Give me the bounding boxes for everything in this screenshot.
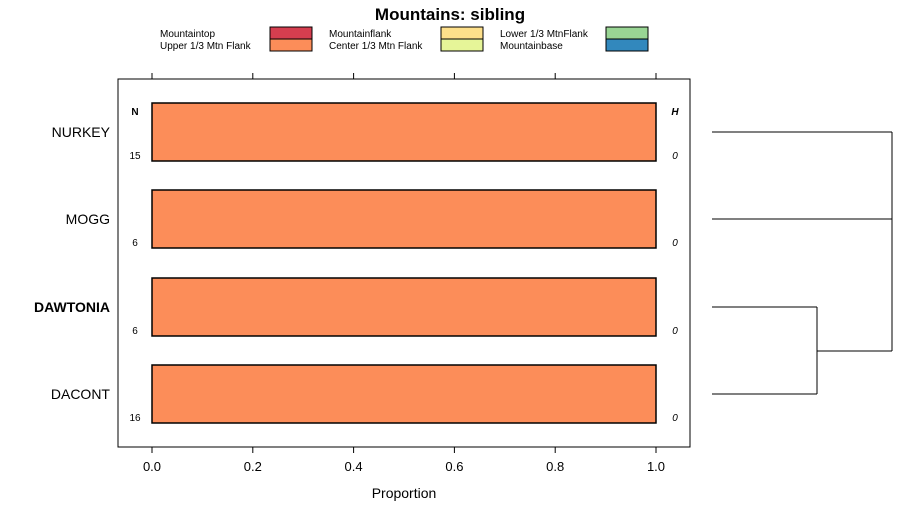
- legend-swatch: [440, 26, 484, 40]
- n-header: N: [131, 107, 138, 118]
- category-labels: NURKEY MOGG DAWTONIA DACONT: [34, 124, 111, 402]
- category-label: MOGG: [66, 211, 110, 227]
- plot-frame: [117, 78, 691, 448]
- n-value: 6: [132, 326, 138, 337]
- legend-swatch: [605, 38, 649, 52]
- h-value: 0: [672, 413, 678, 424]
- legend-label: Center 1/3 Mtn Flank: [329, 41, 423, 52]
- n-h-annotations: N H 15 0 6 0 6 0 16 0: [129, 107, 679, 424]
- category-label: DAWTONIA: [34, 299, 110, 315]
- h-header: H: [671, 107, 679, 118]
- legend-label: Upper 1/3 Mtn Flank: [160, 41, 252, 52]
- x-tick-label: 0.2: [244, 459, 262, 474]
- legend-swatch: [440, 38, 484, 52]
- x-tick-label: 1.0: [647, 459, 665, 474]
- legend-label: Mountainbase: [500, 41, 563, 52]
- x-axis-title: Proportion: [372, 485, 437, 501]
- bar-segment: [151, 102, 657, 162]
- h-value: 0: [672, 238, 678, 249]
- bars: [151, 102, 657, 424]
- n-value: 6: [132, 238, 138, 249]
- h-value: 0: [672, 151, 678, 162]
- x-axis: 0.0 0.2 0.4 0.6 0.8 1.0: [143, 73, 665, 474]
- legend-label: Lower 1/3 MtnFlank: [500, 29, 589, 40]
- n-value: 16: [129, 413, 141, 424]
- bar-segment: [151, 189, 657, 249]
- category-label: DACONT: [51, 386, 111, 402]
- x-tick-label: 0.8: [546, 459, 564, 474]
- x-tick-label: 0.0: [143, 459, 161, 474]
- bar-segment: [151, 364, 657, 424]
- n-value: 15: [129, 151, 141, 162]
- dendrogram: [712, 131, 893, 395]
- h-value: 0: [672, 326, 678, 337]
- x-tick-label: 0.4: [345, 459, 363, 474]
- legend-label: Mountainflank: [329, 29, 392, 40]
- x-tick-label: 0.6: [445, 459, 463, 474]
- chart-title: Mountains: sibling: [375, 5, 525, 24]
- legend-swatch: [605, 26, 649, 40]
- legend-label: Mountaintop: [160, 29, 215, 40]
- legend-swatch: [269, 38, 313, 52]
- bar-segment: [151, 277, 657, 337]
- legend-swatch: [269, 26, 313, 40]
- category-label: NURKEY: [52, 124, 111, 140]
